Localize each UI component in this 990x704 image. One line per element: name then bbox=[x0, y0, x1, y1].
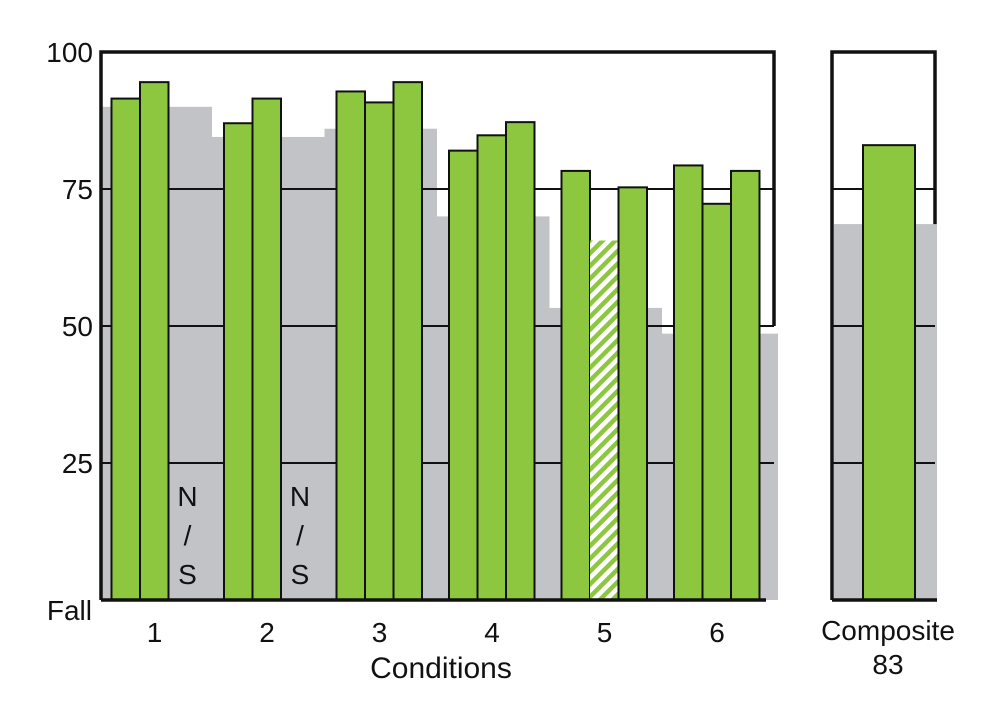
bar-condition-5-3 bbox=[617, 186, 648, 602]
bar-condition-6-2 bbox=[701, 202, 732, 602]
category-label-5: 5 bbox=[597, 617, 613, 648]
data-bars bbox=[110, 81, 761, 602]
y-axis-tick-labels: Fall 25 50 75 100 bbox=[46, 37, 93, 626]
bar-condition-3-2 bbox=[364, 101, 395, 602]
composite-panel: Composite 83 bbox=[821, 50, 955, 680]
bar-condition-3-3 bbox=[392, 81, 423, 601]
not-shown-labels: N / S N / S bbox=[177, 481, 310, 590]
composite-bars bbox=[862, 144, 916, 601]
x-axis-category-labels: 1 2 3 4 5 6 bbox=[147, 617, 725, 648]
x-axis-title: Conditions bbox=[370, 652, 512, 685]
composite-category-label: Composite bbox=[821, 615, 955, 646]
bar-condition-2-2 bbox=[251, 97, 282, 602]
bar-condition-3-1 bbox=[335, 90, 366, 602]
main-plot-frame bbox=[99, 50, 776, 602]
bar-condition-5-2 bbox=[590, 240, 619, 600]
y-tick-label-100: 100 bbox=[46, 37, 93, 68]
main-chart-panel: N / S N / S Fall 25 50 75 100 1 2 3 4 5 6 Conditions bbox=[46, 37, 778, 685]
category-label-6: 6 bbox=[709, 617, 725, 648]
bar-condition-2-1 bbox=[223, 122, 254, 602]
y-tick-label-50: 50 bbox=[62, 311, 93, 342]
bar-condition-4-3 bbox=[505, 121, 536, 601]
not-shown-label-2-0: N bbox=[290, 481, 310, 512]
not-shown-label-1-1: / bbox=[184, 520, 192, 551]
composite-plot-frame bbox=[830, 50, 937, 602]
not-shown-label-1-2: S bbox=[178, 559, 197, 590]
category-label-3: 3 bbox=[372, 617, 388, 648]
y-tick-label-25: 25 bbox=[62, 448, 93, 479]
not-shown-label-1-0: N bbox=[177, 481, 197, 512]
bar-condition-1-1 bbox=[110, 97, 141, 602]
bar-condition-6-1 bbox=[673, 164, 704, 601]
not-shown-label-2-1: / bbox=[296, 520, 304, 551]
bar-condition-5-1 bbox=[560, 169, 591, 602]
category-label-4: 4 bbox=[484, 617, 500, 648]
y-tick-label-75: 75 bbox=[62, 174, 93, 205]
bar-condition-1-2 bbox=[139, 81, 170, 601]
category-label-1: 1 bbox=[147, 617, 163, 648]
composite-bar-1 bbox=[862, 144, 916, 601]
category-label-2: 2 bbox=[259, 617, 275, 648]
y-tick-label-fall: Fall bbox=[47, 595, 92, 626]
bar-condition-6-3 bbox=[730, 169, 761, 602]
gridlines bbox=[101, 188, 774, 464]
not-shown-label-2-2: S bbox=[291, 559, 310, 590]
composite-value-label: 83 bbox=[872, 649, 903, 680]
bar-condition-4-2 bbox=[476, 134, 507, 602]
bar-condition-4-1 bbox=[448, 149, 479, 601]
